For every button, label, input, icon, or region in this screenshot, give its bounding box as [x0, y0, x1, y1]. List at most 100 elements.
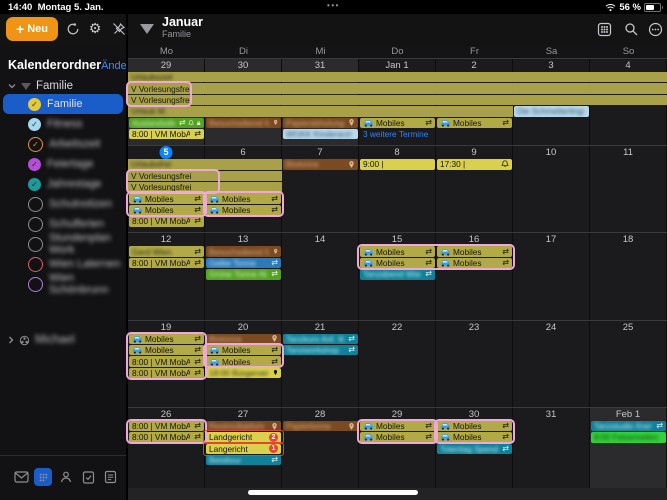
event-beisltour[interactable]: Beisltour ⇄ — [205, 455, 281, 466]
day-cell-22[interactable]: 22 — [359, 320, 436, 407]
day-cell-11[interactable]: 11 — [590, 146, 667, 233]
event-8-00-vm-moba-[interactable]: 8:00 | VM MobA; ⇄ — [129, 420, 204, 432]
day-cell-18[interactable]: 18 — [590, 233, 667, 320]
calendar-group-familie[interactable]: Familie — [8, 80, 73, 92]
collapse-triangle-icon[interactable] — [140, 23, 154, 34]
event-restm-llabfuhr[interactable]: Restmüllabfuhr — [205, 420, 281, 432]
calendar-color-icon[interactable]: ✓ — [28, 136, 43, 152]
tab-mail-icon[interactable] — [12, 468, 30, 486]
calendar-color-icon[interactable] — [28, 196, 43, 212]
event-mobiles[interactable]: Mobiles ⇄ — [360, 246, 435, 257]
calendar-group-michael[interactable]: Michael — [8, 334, 75, 346]
event-auslandsdienst[interactable]: Auslandsdienst⇄ — [129, 117, 204, 128]
search-icon[interactable] — [622, 20, 640, 38]
event-mobiles[interactable]: Mobiles ⇄ — [360, 420, 435, 432]
event-gr-ne-tonne-abfuhr[interactable]: Grüne Tonne Abfuhr⇄ — [205, 269, 281, 280]
settings-gear-icon[interactable]: ⚙ — [88, 21, 102, 37]
event-mobiles[interactable]: Mobiles ⇄ — [360, 117, 435, 128]
event-urlaubszeit[interactable]: Urlaubszeit — [128, 72, 667, 83]
day-cell-24[interactable]: 24 — [513, 320, 590, 407]
event-urlaub-m-[interactable]: Urlaub M. — [128, 106, 513, 117]
event-tanzworkshop[interactable]: Tanzworkshop ⇄ — [282, 345, 358, 356]
event-mobiles[interactable]: Mobiles ⇄ — [436, 257, 512, 269]
event-mobiles[interactable]: Mobiles ⇄ — [205, 204, 281, 216]
event-biotonne[interactable]: Biotonne — [205, 333, 281, 344]
event-v-vorlesungsfrei[interactable]: V Vorlesungsfrei — [128, 94, 667, 106]
event-mobiles[interactable]: Mobiles ⇄ — [205, 356, 281, 367]
event-v-vorlesungsfrei[interactable]: V Vorlesungsfrei — [128, 170, 282, 181]
sidebar-item-7[interactable]: Stundenplan Work — [0, 232, 126, 256]
tab-calendar-icon[interactable] — [34, 468, 52, 486]
event-v-vorlesungsfrei[interactable]: V Vorlesungsfrei — [128, 83, 667, 94]
sidebar-item-4[interactable]: ✓ Jahrestage — [0, 174, 126, 194]
event-besuchsdienst-mama[interactable]: Besuchsdienst Mama — [205, 117, 281, 128]
event-mobiles[interactable]: Mobiles ⇄ — [436, 432, 512, 443]
event-mobiles[interactable]: Mobiles ⇄ — [436, 420, 512, 432]
event-17-30-[interactable]: 17:30 | — [436, 159, 512, 170]
calendar-color-icon[interactable]: ✓ — [28, 97, 41, 111]
grid-view-icon[interactable] — [595, 20, 613, 38]
refresh-icon[interactable] — [64, 20, 82, 38]
sidebar-item-5[interactable]: Schulnotizen — [0, 194, 126, 214]
event-papiertonne[interactable]: Papiertonne — [282, 420, 358, 432]
day-cell-14[interactable]: 14 — [282, 233, 359, 320]
tab-notes-icon[interactable] — [101, 468, 119, 486]
sidebar-item-familie-selected[interactable]: ✓ Familie — [3, 94, 123, 114]
sidebar-item-3[interactable]: ✓ Feiertage — [0, 154, 126, 174]
event-8-00-felsenreiten[interactable]: 8:00 Felsenreiten — [591, 432, 666, 443]
unpin-sidebar-icon[interactable] — [110, 20, 128, 38]
event-gelbe-tonne[interactable]: Gelbe Tonne ⇄ — [205, 257, 281, 269]
sidebar-item-8[interactable]: Wien Laternen — [0, 254, 126, 274]
event-mobiles[interactable]: Mobiles ⇄ — [129, 193, 204, 204]
more-events-link[interactable]: 3 weitere Termine — [360, 129, 435, 139]
event-mobiles[interactable]: Mobiles ⇄ — [436, 117, 512, 128]
home-indicator[interactable] — [248, 490, 418, 495]
event-v-vorlesungsfrei[interactable]: V Vorlesungsfrei — [128, 182, 282, 193]
tab-tasks-icon[interactable] — [79, 468, 97, 486]
event-8-00-vm-moba-[interactable]: 8:00 | VM MobA; ⇄ — [129, 216, 204, 227]
event-papierabholung[interactable]: Papierabholung — [282, 117, 358, 128]
event-tanzkurs-anf-wien[interactable]: Tanzkurs Anf. Wien⇄ — [282, 333, 358, 344]
event-mobiles[interactable]: Mobiles ⇄ — [360, 257, 435, 269]
event-besuchsdienst-mama[interactable]: Besuchsdienst Mama — [205, 246, 281, 257]
event-mobiles[interactable]: Mobiles ⇄ — [205, 345, 281, 356]
event-landgericht[interactable]: Landgericht 2 — [205, 432, 281, 443]
sidebar-item-2[interactable]: ✓ Arbeitszeit — [0, 134, 126, 154]
new-event-button[interactable]: + Neu — [6, 17, 58, 41]
day-cell-17[interactable]: 17 — [513, 233, 590, 320]
event-8-00-vm-moba-[interactable]: 8:00 | VM MobA; ⇄ — [129, 432, 204, 443]
today-date-badge[interactable]: 5 — [159, 146, 173, 160]
event-mobiles[interactable]: Mobiles ⇄ — [129, 333, 204, 344]
calendar-color-icon[interactable]: ✓ — [28, 117, 41, 131]
event-8-00-vm-moba-[interactable]: 8:00 | VM MobA; ⇄ — [129, 257, 204, 269]
event-8-00-vm-moba-[interactable]: 8:00 | VM MobA; ⇄ — [129, 367, 204, 379]
event-tanzabend-wien[interactable]: Tanzabend Wien ⇄ — [360, 269, 435, 280]
event-mobiles[interactable]: Mobiles ⇄ — [129, 204, 204, 216]
calendar-color-icon[interactable] — [28, 236, 43, 252]
event-tanzstudio-krems[interactable]: Tanzstudio Krems ⇄ — [591, 420, 666, 432]
event-8-00-vm-moba-[interactable]: 8:00 | VM MobA; ⇄ — [129, 129, 204, 140]
event-mobiles[interactable]: Mobiles ⇄ — [129, 345, 204, 356]
event-gerd-wien[interactable]: Gerd Wien ⇄ — [129, 246, 204, 257]
event-mobiles[interactable]: Mobiles ⇄ — [360, 432, 435, 443]
calendar-color-icon[interactable] — [28, 256, 43, 272]
day-cell-31[interactable]: 31 — [513, 407, 590, 495]
event-biotonne[interactable]: Biotonne — [282, 159, 358, 170]
event-mobiles[interactable]: Mobiles ⇄ — [436, 246, 512, 257]
event-totentag-spendi[interactable]: Totentag Spendi ⇄ — [436, 443, 512, 454]
calendar-color-icon[interactable]: ✓ — [28, 157, 41, 171]
day-cell-23[interactable]: 23 — [436, 320, 513, 407]
event-mobiles[interactable]: Mobiles ⇄ — [205, 193, 281, 204]
calendar-color-icon[interactable] — [28, 276, 43, 292]
event-urlaubsfrei[interactable]: Urlaubsfrei — [128, 159, 282, 170]
sidebar-item-1[interactable]: ✓ Fitness — [0, 114, 126, 134]
more-options-icon[interactable] — [646, 20, 664, 38]
sidebar-item-6[interactable]: Schulferien — [0, 214, 126, 234]
event-wgkk-kinderarzt[interactable]: WGKK Kinderarzt — [282, 129, 358, 140]
event-18-00-b-rgerversamml[interactable]: 18:00 Bürgerversamml — [205, 367, 281, 379]
event-9-00-[interactable]: 9:00 | — [360, 159, 435, 170]
calendar-color-icon[interactable] — [28, 216, 43, 232]
event-die-schmetterlingskind[interactable]: Die Schmetterlingskind — [514, 106, 589, 117]
event-8-00-vm-moba-[interactable]: 8:00 | VM MobA; ⇄ — [129, 356, 204, 367]
day-cell-25[interactable]: 25 — [590, 320, 667, 407]
